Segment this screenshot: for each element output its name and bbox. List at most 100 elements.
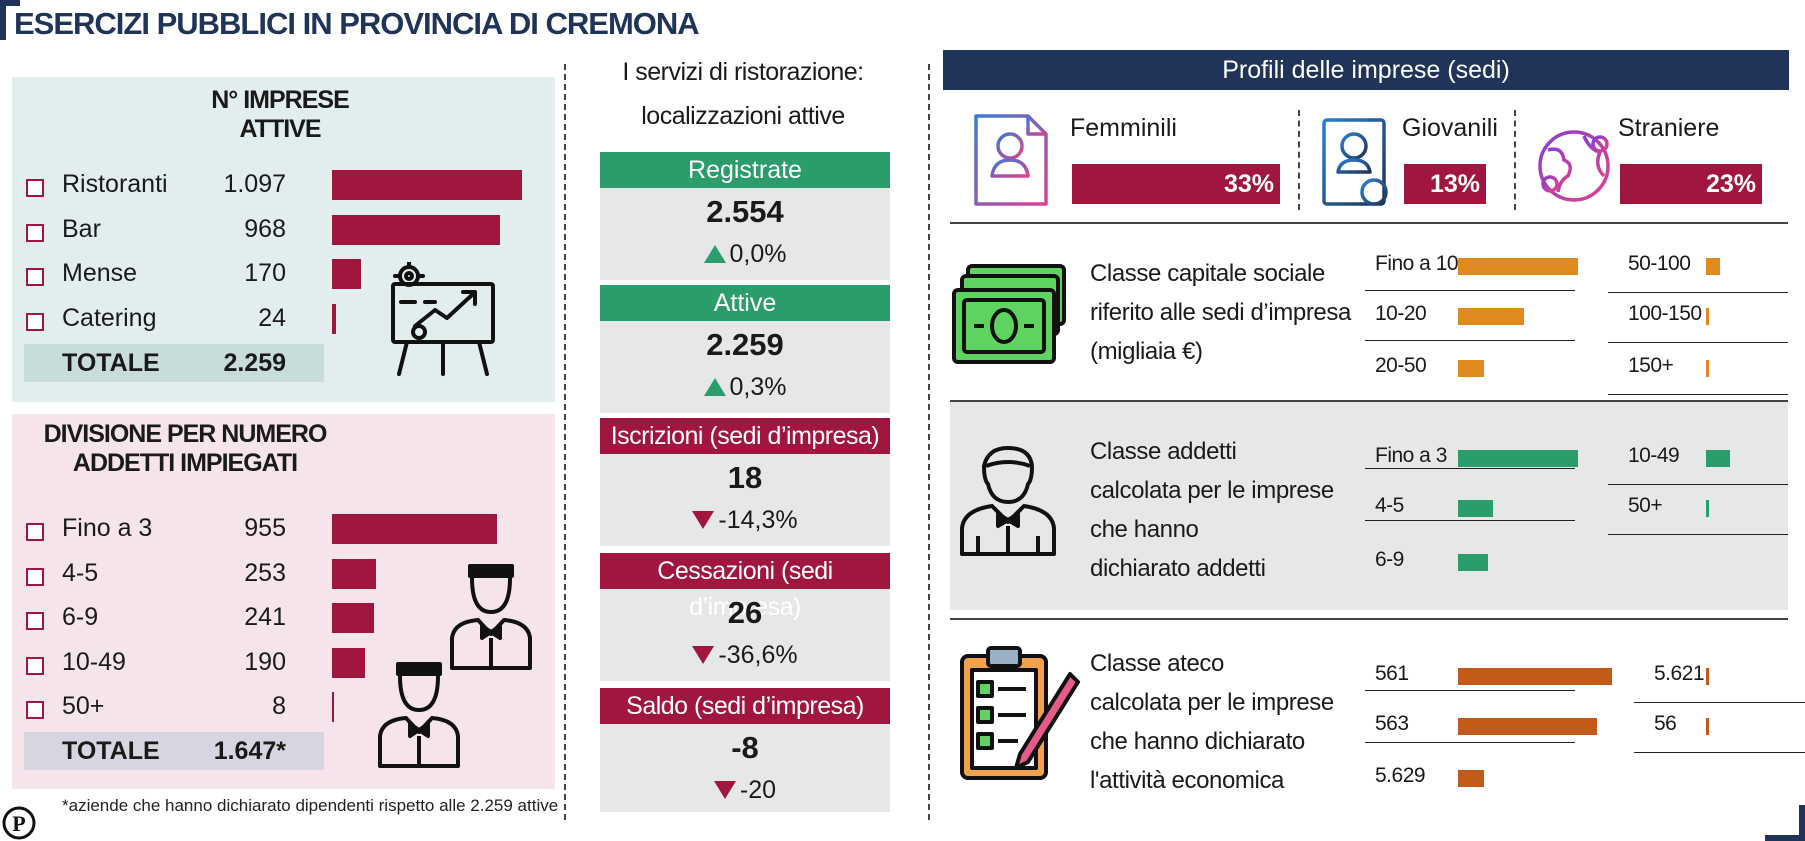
stat-label: Saldo (sedi d’impresa) bbox=[600, 688, 890, 724]
presentation-growth-icon bbox=[391, 262, 495, 376]
bar bbox=[332, 303, 337, 334]
row-value: 968 bbox=[244, 214, 286, 243]
row-value: 241 bbox=[244, 603, 286, 631]
stat-change-value: 0,0% bbox=[729, 240, 787, 268]
imprese-total-box bbox=[24, 344, 324, 382]
row-label: Catering bbox=[62, 303, 157, 332]
class-bar bbox=[1458, 500, 1493, 517]
corner-mark-top-left bbox=[0, 0, 6, 40]
corner-mark-top-left bbox=[0, 0, 20, 6]
checkbox-icon bbox=[26, 523, 44, 541]
waiter-icon bbox=[450, 564, 532, 670]
checkbox-icon bbox=[26, 268, 44, 286]
row-line bbox=[1365, 340, 1575, 341]
section-divider bbox=[950, 618, 1788, 620]
class-label: 4-5 bbox=[1375, 494, 1404, 517]
row-line bbox=[1365, 290, 1575, 291]
checkbox-icon bbox=[26, 223, 44, 242]
stat-change-value: 0,3% bbox=[729, 373, 787, 401]
class-label: 150+ bbox=[1628, 354, 1674, 377]
triangle-down-icon bbox=[692, 511, 715, 529]
profile-name: Straniere bbox=[1618, 114, 1720, 142]
row-line bbox=[1634, 702, 1805, 703]
addetti-total-value: 1.647* bbox=[213, 737, 286, 765]
class-bar bbox=[1458, 718, 1597, 735]
row-value: 253 bbox=[244, 558, 286, 587]
row-label: 50+ bbox=[62, 692, 105, 720]
class-bar bbox=[1706, 718, 1710, 735]
row-value: 1.097 bbox=[223, 170, 286, 198]
stat-label: Registrate bbox=[600, 152, 890, 188]
footnote: *aziende che hanno dichiarato dipendenti… bbox=[62, 796, 559, 815]
stat-value: -8 bbox=[731, 730, 759, 765]
class-bar bbox=[1706, 360, 1709, 377]
row-line bbox=[1365, 520, 1575, 521]
class-label: 563 bbox=[1375, 712, 1409, 735]
row-line bbox=[1608, 394, 1788, 395]
class-label: Fino a 3 bbox=[1375, 444, 1447, 467]
stat-label: Attive bbox=[600, 285, 890, 321]
triangle-up-icon bbox=[703, 245, 726, 263]
row-label: Ristoranti bbox=[62, 170, 168, 198]
row-value: 170 bbox=[244, 259, 286, 287]
row-line bbox=[1608, 342, 1788, 343]
class-label: 56 bbox=[1654, 712, 1677, 735]
checkbox-icon bbox=[26, 612, 44, 630]
row-line bbox=[1608, 292, 1788, 293]
column-divider bbox=[564, 64, 566, 820]
waiter-icon bbox=[378, 662, 460, 768]
employee-icon bbox=[960, 446, 1056, 556]
class-label: 6-9 bbox=[1375, 548, 1404, 571]
addetti-class-description: Classe addetti calcolata per le imprese … bbox=[1090, 438, 1334, 582]
class-bar bbox=[1458, 668, 1612, 685]
stat-change: -20 bbox=[600, 776, 890, 805]
row-label: 4-5 bbox=[62, 558, 99, 587]
bar bbox=[332, 603, 374, 633]
profile-bar: 13% bbox=[1404, 164, 1486, 204]
globe-icon bbox=[1538, 130, 1610, 202]
class-label: 561 bbox=[1375, 662, 1409, 685]
triangle-down-icon bbox=[692, 646, 715, 664]
checklist-icon bbox=[960, 646, 1080, 780]
checkbox-icon bbox=[26, 567, 44, 586]
middle-heading: I servizi di ristorazione: localizzazion… bbox=[622, 58, 864, 130]
class-bar bbox=[1458, 450, 1578, 467]
banknote-icon bbox=[952, 264, 1066, 364]
stat-change: -14,3% bbox=[600, 506, 890, 535]
class-bar bbox=[1458, 258, 1578, 275]
row-line bbox=[1365, 690, 1575, 691]
bar bbox=[332, 692, 334, 722]
class-label: 5.629 bbox=[1375, 764, 1426, 787]
corner-mark-bottom-right bbox=[1765, 835, 1805, 841]
woman-document-icon bbox=[974, 114, 1048, 206]
class-bar bbox=[1706, 668, 1710, 685]
corner-mark-bottom-right bbox=[1799, 805, 1805, 841]
ateco-description: Classe ateco calcolata per le imprese ch… bbox=[1090, 650, 1334, 794]
row-label: Fino a 3 bbox=[62, 514, 153, 542]
stat-value: 18 bbox=[727, 460, 763, 495]
checkbox-icon bbox=[26, 312, 44, 331]
stat-change: 0,3% bbox=[600, 373, 890, 402]
class-label: Fino a 10 bbox=[1375, 252, 1459, 275]
profile-name: Giovanili bbox=[1402, 114, 1498, 142]
row-value: 24 bbox=[258, 303, 286, 332]
triangle-up-icon bbox=[703, 378, 726, 396]
bar bbox=[332, 558, 376, 589]
class-bar bbox=[1706, 258, 1721, 275]
imprese-total-value: 2.259 bbox=[223, 349, 286, 377]
row-line bbox=[1608, 534, 1788, 535]
stat-label: Cessazioni (sedi d’impresa) bbox=[600, 553, 890, 621]
page-title: ESERCIZI PUBBLICI IN PROVINCIA DI CREMON… bbox=[14, 6, 700, 41]
profile-name: Femminili bbox=[1070, 114, 1177, 142]
stat-change-value: -20 bbox=[739, 776, 777, 804]
row-label: Mense bbox=[62, 259, 138, 287]
profiles-heading: Profili delle imprese (sedi) bbox=[943, 50, 1789, 90]
bar bbox=[332, 259, 362, 289]
class-label: 50+ bbox=[1628, 494, 1663, 517]
row-value: 190 bbox=[244, 647, 286, 676]
section-divider bbox=[950, 400, 1788, 402]
stat-value: 2.554 bbox=[706, 194, 784, 229]
class-bar bbox=[1458, 554, 1488, 571]
profile-bar: 23% bbox=[1620, 164, 1762, 204]
stat-change-value: -36,6% bbox=[718, 641, 798, 669]
